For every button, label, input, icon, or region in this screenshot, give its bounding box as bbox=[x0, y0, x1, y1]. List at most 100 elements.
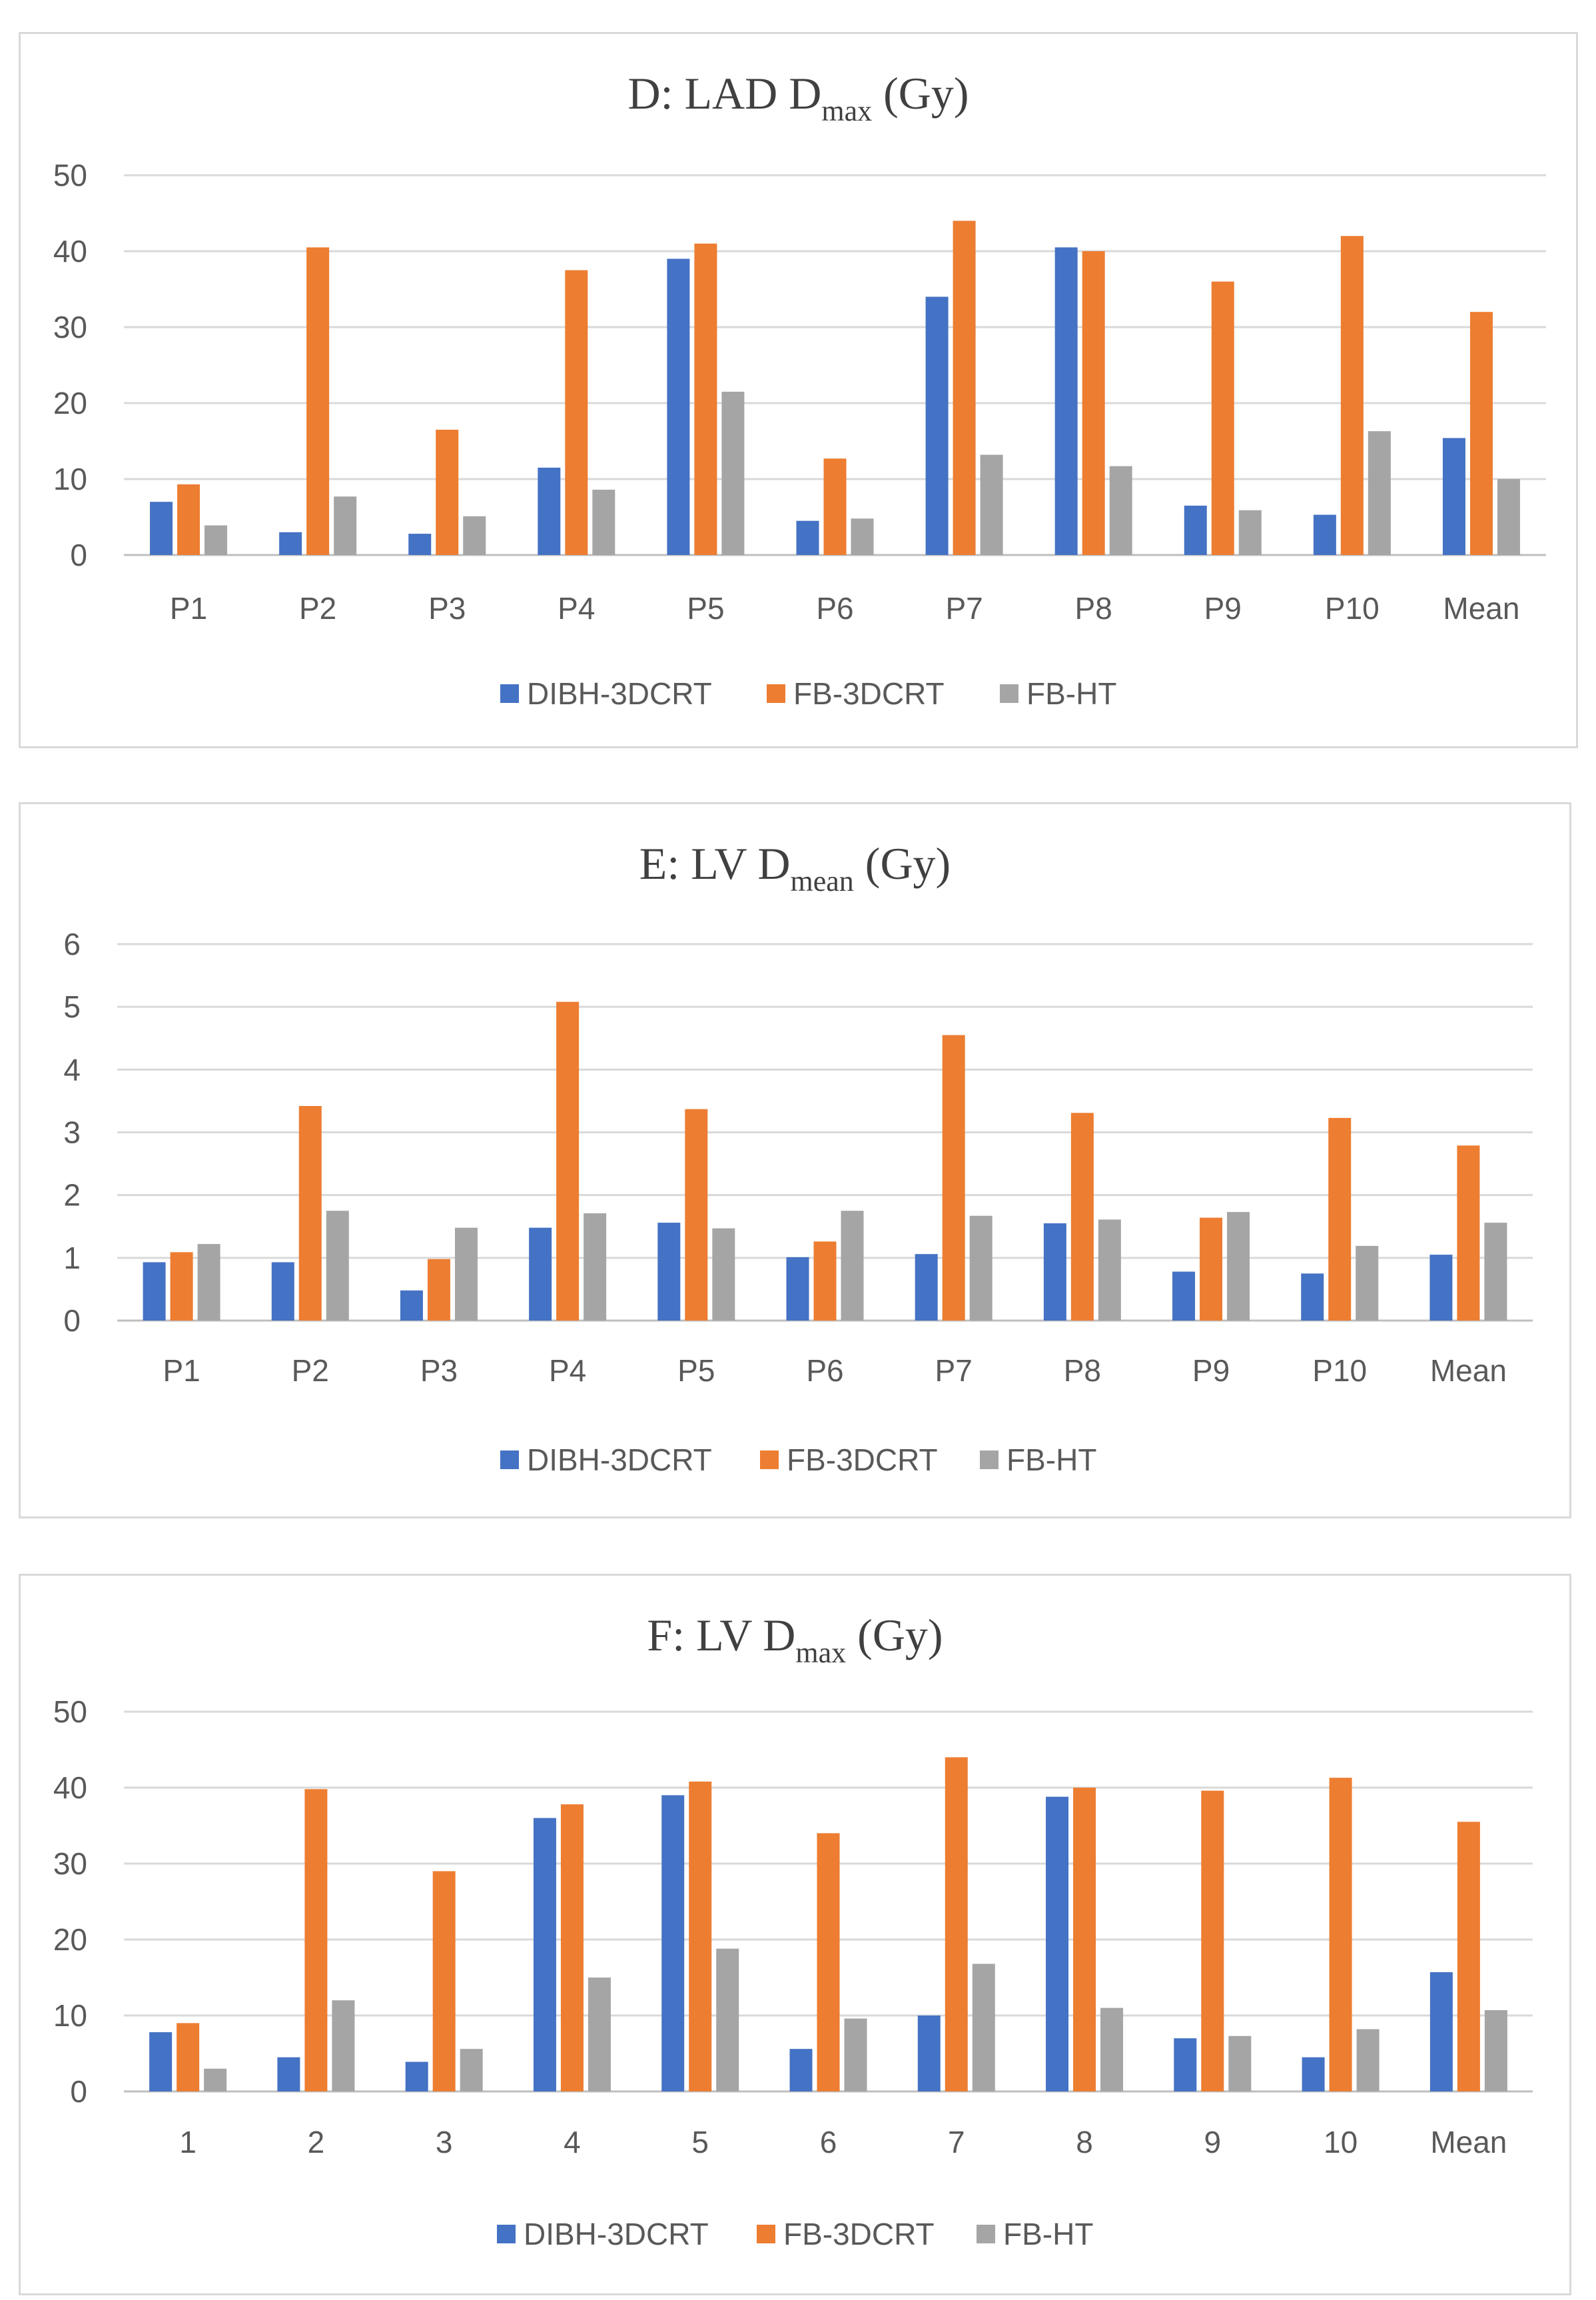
chart-title-subscript: mean bbox=[791, 865, 854, 897]
bar-fb-3dcrt-10 bbox=[1329, 1778, 1352, 2091]
x-tick-label: P6 bbox=[806, 1353, 843, 1388]
bar-fb-3dcrt-p9 bbox=[1200, 1217, 1223, 1321]
bar-dibh-3dcrt-4 bbox=[533, 1818, 556, 2091]
x-tick-label: P9 bbox=[1204, 591, 1242, 626]
legend-label-dibh-3dcrt: DIBH-3DCRT bbox=[527, 1442, 712, 1477]
x-tick-label: P6 bbox=[816, 591, 853, 626]
bar-fb-3dcrt-p3 bbox=[427, 1259, 450, 1321]
bar-dibh-3dcrt-6 bbox=[789, 2049, 813, 2091]
x-tick-label: 9 bbox=[1204, 2125, 1222, 2159]
bar-dibh-3dcrt-mean bbox=[1429, 1255, 1453, 1321]
bar-fb-3dcrt-p6 bbox=[823, 458, 847, 555]
bar-fb-3dcrt-p8 bbox=[1070, 1113, 1094, 1321]
bar-fb-ht-10 bbox=[1356, 2029, 1380, 2091]
bar-dibh-3dcrt-p8 bbox=[1054, 247, 1078, 555]
y-tick-label: 5 bbox=[63, 989, 81, 1024]
bar-fb-3dcrt-p1 bbox=[170, 1252, 193, 1321]
bar-fb-3dcrt-3 bbox=[432, 1871, 456, 2091]
bar-dibh-3dcrt-p7 bbox=[925, 296, 949, 555]
legend-swatch-fb-3dcrt bbox=[757, 2225, 775, 2243]
bar-dibh-3dcrt-7 bbox=[917, 2015, 941, 2091]
y-tick-label: 40 bbox=[53, 234, 87, 269]
x-tick-label: Mean bbox=[1430, 2125, 1507, 2159]
bar-fb-3dcrt-p8 bbox=[1082, 251, 1105, 555]
x-tick-label: 2 bbox=[308, 2125, 325, 2159]
x-tick-label: 7 bbox=[948, 2125, 965, 2159]
bar-fb-ht-p7 bbox=[980, 454, 1003, 555]
y-tick-label: 50 bbox=[53, 1694, 87, 1729]
y-tick-label: 3 bbox=[63, 1115, 81, 1150]
chart-panel-d: D: LAD Dmax (Gy) 0 10 20 30 40 50 P1 P2 P3 P4 P5 P6 P… bbox=[19, 32, 1578, 748]
bar-dibh-3dcrt-mean bbox=[1429, 1972, 1453, 2091]
legend-label-fb-ht: FB-HT bbox=[1026, 676, 1116, 711]
bar-fb-3dcrt-9 bbox=[1201, 1790, 1224, 2091]
bar-fb-3dcrt-p7 bbox=[942, 1035, 965, 1321]
bar-dibh-3dcrt-9 bbox=[1174, 2038, 1197, 2091]
chart-f-svg: F: LV Dmax (Gy) 0 10 20 30 40 50 1 2 3 4 5 6 7 8 9 10 Mea… bbox=[53, 1610, 1533, 2251]
bar-fb-ht-p1 bbox=[197, 1244, 220, 1321]
bar-fb-3dcrt-p5 bbox=[685, 1109, 708, 1321]
chart-title-subscript: max bbox=[795, 1636, 846, 1669]
bar-dibh-3dcrt-p6 bbox=[786, 1257, 809, 1321]
bar-fb-ht-5 bbox=[716, 1948, 739, 2091]
legend-swatch-dibh-3dcrt bbox=[500, 1450, 519, 1469]
bar-fb-ht-p2 bbox=[334, 496, 357, 555]
x-tick-label: 4 bbox=[564, 2125, 581, 2159]
y-tick-label: 50 bbox=[53, 158, 87, 193]
bar-fb-ht-p6 bbox=[841, 1211, 864, 1321]
bar-fb-ht-2 bbox=[332, 2000, 355, 2091]
legend-label-fb-3dcrt: FB-3DCRT bbox=[783, 2217, 935, 2251]
bar-fb-3dcrt-1 bbox=[177, 2023, 200, 2091]
bar-fb-ht-p2 bbox=[326, 1211, 349, 1321]
chart-title-suffix: (Gy) bbox=[854, 838, 951, 889]
x-tick-label: 10 bbox=[1324, 2125, 1358, 2159]
bar-fb-3dcrt-p2 bbox=[306, 247, 330, 555]
bar-dibh-3dcrt-p4 bbox=[538, 467, 561, 555]
chart-d-svg: D: LAD Dmax (Gy) 0 10 20 30 40 50 P1 P2 P3 P4 P5 P6 P… bbox=[53, 68, 1546, 711]
bar-fb-3dcrt-6 bbox=[817, 1833, 840, 2091]
x-tick-label: P7 bbox=[935, 1353, 973, 1388]
legend-label-fb-3dcrt: FB-3DCRT bbox=[787, 1442, 938, 1477]
bar-fb-ht-p4 bbox=[592, 489, 615, 555]
x-tick-label: 8 bbox=[1076, 2125, 1093, 2159]
x-tick-label: P9 bbox=[1192, 1353, 1230, 1388]
chart-e-svg: E: LV Dmean (Gy) 0 1 2 3 4 5 6 P1 P2 P3 P4 P5 P6 P7 P8 P… bbox=[63, 838, 1533, 1477]
legend-label-fb-ht: FB-HT bbox=[1006, 1442, 1096, 1477]
bar-fb-3dcrt-7 bbox=[945, 1757, 968, 2091]
x-tick-label: P10 bbox=[1325, 591, 1380, 626]
bar-fb-ht-p7 bbox=[969, 1215, 993, 1321]
bar-fb-ht-3 bbox=[460, 2049, 483, 2091]
x-tick-label: P3 bbox=[420, 1353, 458, 1388]
bar-dibh-3dcrt-p5 bbox=[667, 259, 690, 555]
bar-fb-ht-p10 bbox=[1368, 431, 1391, 555]
bar-dibh-3dcrt-p6 bbox=[796, 520, 819, 555]
chart-panel-f: F: LV Dmax (Gy) 0 10 20 30 40 50 1 2 3 4 5 6 7 8 9 10 Mea… bbox=[19, 1574, 1571, 2295]
bar-fb-ht-mean bbox=[1484, 1223, 1507, 1321]
bar-fb-ht-p3 bbox=[463, 516, 486, 555]
x-tick-label: 6 bbox=[820, 2125, 837, 2159]
x-tick-label: P2 bbox=[299, 591, 336, 626]
bar-dibh-3dcrt-1 bbox=[149, 2032, 173, 2091]
chart-title-prefix: E: LV D bbox=[639, 838, 791, 889]
y-tick-label: 0 bbox=[70, 2074, 87, 2109]
x-tick-label: P1 bbox=[163, 1353, 200, 1388]
bar-dibh-3dcrt-2 bbox=[277, 2057, 300, 2091]
bar-dibh-3dcrt-8 bbox=[1046, 1796, 1069, 2091]
x-tick-label: P2 bbox=[292, 1353, 329, 1388]
x-tick-label: P5 bbox=[687, 591, 724, 626]
x-tick-label: P3 bbox=[428, 591, 466, 626]
y-tick-label: 2 bbox=[63, 1178, 81, 1213]
x-tick-label: P4 bbox=[558, 591, 595, 626]
x-tick-label: P8 bbox=[1064, 1353, 1101, 1388]
chart-e-title: E: LV Dmean (Gy) bbox=[639, 838, 951, 897]
x-tick-label: P1 bbox=[170, 591, 207, 626]
bar-fb-3dcrt-4 bbox=[560, 1804, 584, 2091]
legend-swatch-fb-ht bbox=[977, 2225, 995, 2243]
chart-f-title: F: LV Dmax (Gy) bbox=[647, 1610, 943, 1669]
bar-dibh-3dcrt-p3 bbox=[400, 1290, 423, 1321]
bar-fb-ht-mean bbox=[1484, 2010, 1507, 2091]
bar-fb-3dcrt-p10 bbox=[1340, 236, 1364, 555]
bar-fb-3dcrt-p5 bbox=[694, 243, 717, 555]
bar-fb-3dcrt-mean bbox=[1457, 1822, 1480, 2091]
bar-fb-ht-p8 bbox=[1098, 1219, 1121, 1321]
